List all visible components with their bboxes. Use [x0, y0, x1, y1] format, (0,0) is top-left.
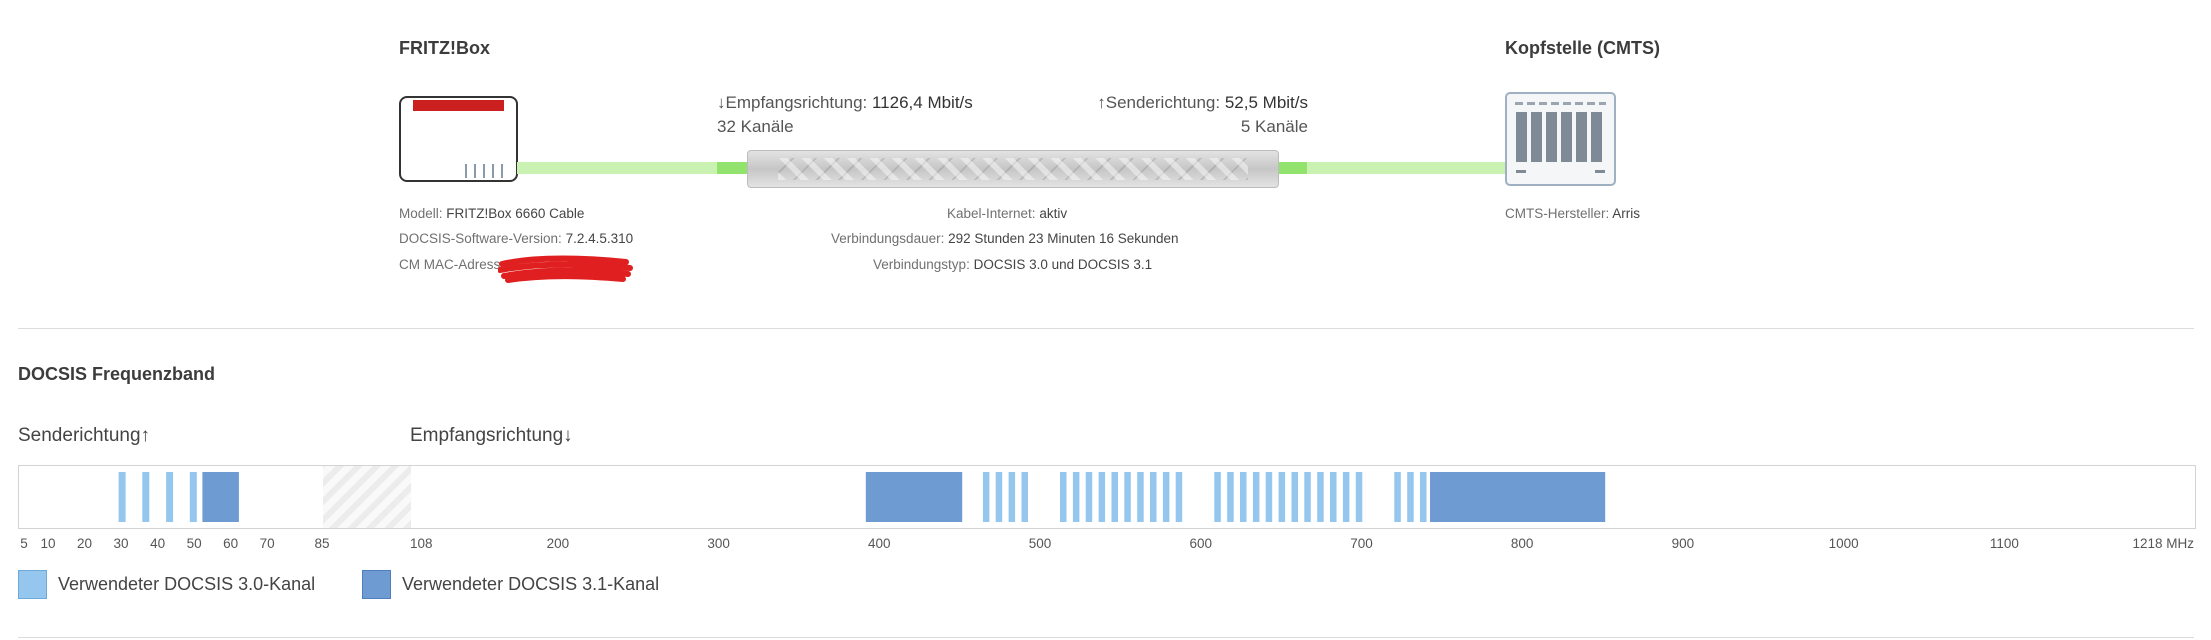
- mac-address-info: CM MAC-Adresse:: [399, 257, 512, 272]
- downstream-docsis30-channel-7: [1085, 472, 1093, 522]
- downstream-docsis31-channel-1: [865, 472, 963, 522]
- downstream-docsis30-channel-22: [1304, 472, 1311, 522]
- downstream-docsis30-channel-17: [1240, 472, 1247, 522]
- cable-left: [517, 162, 717, 174]
- downstream-docsis31-channel-2: [1430, 472, 1606, 522]
- cable-left-segment: [717, 162, 747, 174]
- downstream-tick-label: 1218 MHz: [2132, 536, 2194, 551]
- downstream-docsis30-channel-11: [1137, 472, 1144, 522]
- legend-docsis31-swatch: [362, 570, 391, 599]
- cmts-title: Kopfstelle (CMTS): [1505, 38, 1660, 58]
- cable-bundle: [747, 150, 1279, 188]
- downstream-tick-label: 800: [1510, 536, 1534, 551]
- downstream-docsis30-channel-26: [1355, 472, 1363, 522]
- downstream-tick-label: 500: [1028, 536, 1052, 551]
- downstream-docsis30-channel-16: [1227, 472, 1234, 522]
- downstream-docsis30-channel-2: [995, 472, 1003, 522]
- downstream-docsis30-channel-15: [1214, 472, 1221, 522]
- legend-docsis31-label: Verwendeter DOCSIS 3.1-Kanal: [402, 574, 660, 594]
- downstream-docsis30-channel-19: [1265, 472, 1273, 522]
- downstream-docsis30-channel-18: [1252, 472, 1260, 522]
- cable-right: [1305, 162, 1505, 174]
- downstream-docsis30-channel-9: [1111, 472, 1118, 522]
- downstream-tick-label: 1000: [1828, 536, 1859, 551]
- downstream-docsis30-channel-21: [1291, 472, 1298, 522]
- upstream-tick-label: 40: [150, 536, 166, 551]
- downstream-docsis30-channel-23: [1317, 472, 1324, 522]
- downstream-docsis30-channel-8: [1098, 472, 1106, 522]
- downstream-docsis30-channel-25: [1342, 472, 1350, 522]
- downstream-docsis30-channel-27: [1394, 472, 1401, 522]
- downstream-docsis30-channel-3: [1008, 472, 1016, 522]
- upstream-channels: 5 Kanäle: [1240, 117, 1308, 136]
- downstream-docsis30-channel-4: [1021, 472, 1028, 522]
- bottom-divider: [18, 637, 2194, 638]
- fritzbox-device-icon: [399, 96, 518, 182]
- upstream-tick-label: 85: [314, 536, 330, 551]
- downstream-docsis30-channel-20: [1278, 472, 1286, 522]
- downstream-docsis30-channel-29: [1420, 472, 1427, 522]
- spectrum-title: DOCSIS Frequenzband: [18, 364, 216, 384]
- downstream-docsis30-channel-28: [1407, 472, 1414, 522]
- upstream-tick-label: 20: [77, 536, 93, 551]
- downstream-tick-label: 400: [868, 536, 891, 551]
- upstream-docsis31-channel-1: [202, 472, 239, 522]
- fritzbox-title: FRITZ!Box: [399, 38, 490, 58]
- downstream-tick-label: 1100: [1989, 536, 2019, 551]
- downstream-docsis30-channel-24: [1330, 472, 1337, 522]
- cable-right-segment: [1277, 162, 1307, 174]
- upstream-tick-label: 30: [113, 536, 129, 551]
- downstream-docsis30-channel-13: [1162, 472, 1170, 522]
- cmts-vendor-info: CMTS-Hersteller: Arris: [1505, 206, 1641, 221]
- upstream-rate: ↑Senderichtung: 52,5 Mbit/s: [1097, 93, 1308, 112]
- mac-redaction-scribble: [498, 255, 633, 283]
- model-info: Modell: FRITZ!Box 6660 Cable: [399, 206, 585, 221]
- upstream-tick-label: 70: [259, 536, 275, 551]
- section-divider: [18, 328, 2194, 329]
- downstream-docsis30-channel-12: [1150, 472, 1157, 522]
- upstream-docsis30-channel-2: [142, 472, 150, 522]
- upstream-docsis30-channel-3: [166, 472, 174, 522]
- cmts-device-icon: [1505, 92, 1616, 186]
- downstream-tick-label: 300: [707, 536, 730, 551]
- upstream-heading: Senderichtung↑: [18, 425, 151, 446]
- downstream-docsis30-channel-6: [1072, 472, 1080, 522]
- connection-type: Verbindungstyp: DOCSIS 3.0 und DOCSIS 3.…: [873, 257, 1153, 272]
- downstream-tick-label: 200: [546, 536, 570, 551]
- docsis-version-info: DOCSIS-Software-Version: 7.2.4.5.310: [399, 231, 634, 246]
- downstream-tick-label: 900: [1671, 536, 1695, 551]
- downstream-heading: Empfangsrichtung↓: [410, 425, 573, 446]
- downstream-docsis30-channel-5: [1060, 472, 1067, 522]
- downstream-tick-label: 600: [1189, 536, 1212, 551]
- downstream-rate: ↓Empfangsrichtung: 1126,4 Mbit/s: [717, 93, 973, 112]
- downstream-tick-label: 108: [410, 536, 433, 551]
- downstream-docsis30-channel-1: [982, 472, 990, 522]
- legend-docsis30-swatch: [18, 570, 47, 599]
- downstream-tick-label: 700: [1350, 536, 1373, 551]
- upstream-tick-label: 60: [223, 536, 239, 551]
- downstream-channels: 32 Kanäle: [717, 117, 794, 136]
- guard-band: [323, 466, 411, 528]
- upstream-tick-label: 10: [40, 536, 56, 551]
- upstream-docsis30-channel-1: [118, 472, 126, 522]
- cable-internet-status: Kabel-Internet: aktiv: [947, 206, 1068, 221]
- connection-duration: Verbindungsdauer: 292 Stunden 23 Minuten…: [831, 231, 1179, 246]
- downstream-docsis30-channel-14: [1175, 472, 1183, 522]
- downstream-docsis30-channel-10: [1124, 472, 1131, 522]
- frequency-band: [18, 465, 2196, 529]
- legend-docsis30-label: Verwendeter DOCSIS 3.0-Kanal: [58, 574, 316, 594]
- upstream-tick-label: 5: [20, 536, 28, 551]
- upstream-docsis30-channel-4: [189, 472, 197, 522]
- upstream-tick-label: 50: [186, 536, 202, 551]
